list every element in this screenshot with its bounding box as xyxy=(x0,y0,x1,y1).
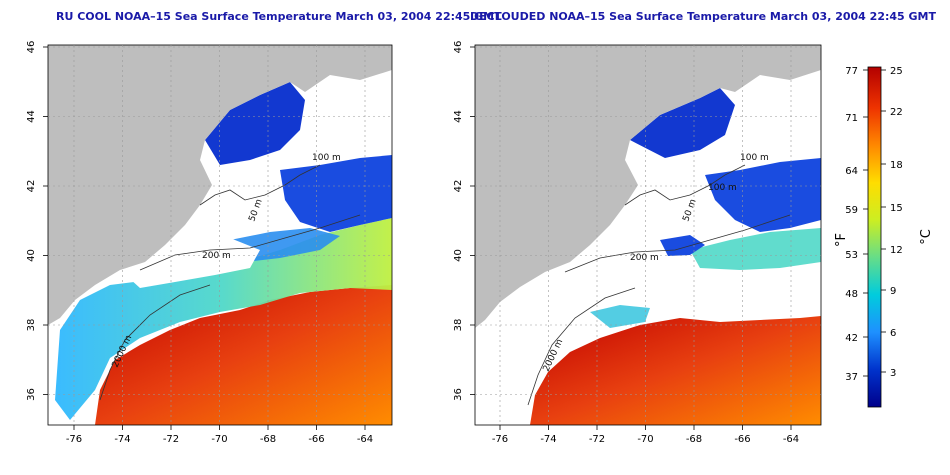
right-contour-200 xyxy=(564,214,791,273)
left-x-tick-label: -76 xyxy=(66,434,82,445)
right-x-tick-label: -68 xyxy=(686,434,702,445)
colorbar-f-tick-label: 71 xyxy=(845,113,858,124)
right-contour-label-100-a: 100 m xyxy=(740,153,769,163)
colorbar-f-tick-label: 48 xyxy=(845,289,858,300)
left-y-tick-label: 44 xyxy=(26,110,37,123)
right-x-ticks: -76 -74 -72 -70 -68 -66 -64 xyxy=(492,425,799,445)
left-cold-water-north xyxy=(205,82,305,165)
left-grid xyxy=(48,45,392,425)
colorbar-f-tick-label: 53 xyxy=(845,250,858,261)
right-x-tick-label: -66 xyxy=(734,434,750,445)
right-x-tick-label: -64 xyxy=(783,434,799,445)
right-contour-label-200: 200 m xyxy=(630,253,659,263)
right-x-tick-label: -74 xyxy=(540,434,556,445)
right-coast-line xyxy=(624,164,746,206)
colorbar-ramp xyxy=(867,66,882,408)
left-warm-water xyxy=(95,285,392,425)
colorbar-f-tick-label: 37 xyxy=(845,372,858,383)
left-x-tick-label: -66 xyxy=(308,434,324,445)
colorbar-f-tick-label: 42 xyxy=(845,333,858,344)
colorbar-f-tick-label: 64 xyxy=(845,166,858,177)
left-map-frame xyxy=(47,44,393,426)
right-y-tick-label: 40 xyxy=(453,249,464,262)
colorbar-c-tick-label: 22 xyxy=(890,107,903,118)
right-cold-water-east xyxy=(705,158,821,232)
right-map-title: DECLOUDED NOAA–15 Sea Surface Temperatur… xyxy=(470,10,936,23)
left-y-tick-label: 38 xyxy=(26,319,37,332)
colorbar-f-tick-label: 77 xyxy=(845,66,858,77)
right-x-tick-label: -70 xyxy=(637,434,653,445)
right-mid-water-shelf xyxy=(590,305,650,328)
left-y-tick-label: 40 xyxy=(26,249,37,262)
right-y-ticks: 46 44 42 40 38 36 xyxy=(453,41,475,401)
colorbar-fahrenheit-label: °F xyxy=(834,233,849,247)
left-x-tick-label: -64 xyxy=(357,434,373,445)
colorbar-c-tick-label: 12 xyxy=(890,245,903,256)
colorbar-f-tick-label: 59 xyxy=(845,205,858,216)
colorbar-c-tick-label: 6 xyxy=(890,328,896,339)
left-contour-label-100: 100 m xyxy=(312,153,341,163)
left-contour-2000 xyxy=(99,284,211,401)
right-grid xyxy=(475,45,821,425)
colorbar-c-tick-label: 15 xyxy=(890,203,903,214)
left-land xyxy=(48,45,392,325)
left-x-ticks: -76 -74 -72 -70 -68 -66 -64 xyxy=(66,425,373,445)
left-map-title: RU COOL NOAA–15 Sea Surface Temperature … xyxy=(56,10,502,23)
right-x-tick-label: -76 xyxy=(492,434,508,445)
right-mid-water-patch xyxy=(690,228,821,270)
right-y-tick-label: 44 xyxy=(453,110,464,123)
left-contour-label-200: 200 m xyxy=(202,251,231,261)
colorbar-c-tick-label: 3 xyxy=(890,368,896,379)
right-map: -76 -74 -72 -70 -68 -66 -64 46 44 42 40 38 36 100 m… xyxy=(453,41,822,445)
right-warm-water xyxy=(530,316,821,425)
right-x-tick-label: -72 xyxy=(589,434,605,445)
left-contour-200 xyxy=(139,214,361,271)
left-map: -76 -74 -72 -70 -68 -66 -64 46 44 42 40 38 36 100 m… xyxy=(26,41,393,445)
left-y-ticks: 46 44 42 40 38 36 xyxy=(26,41,48,401)
left-coast-line xyxy=(199,164,321,206)
left-mid-water xyxy=(55,218,392,420)
right-contour-label-100-b: 100 m xyxy=(708,183,737,193)
colorbar-c-tick-label: 18 xyxy=(890,160,903,171)
colorbar: 77 71 64 59 53 48 42 37 25 22 18 15 12 9 6 3 °F °C xyxy=(834,66,934,408)
right-map-frame xyxy=(474,44,822,426)
colorbar-celsius-ticks: 25 22 18 15 12 9 6 3 xyxy=(881,66,903,379)
right-y-tick-label: 38 xyxy=(453,319,464,332)
left-cold-water-east xyxy=(280,155,392,232)
right-y-tick-label: 46 xyxy=(453,41,464,54)
left-y-tick-label: 46 xyxy=(26,41,37,54)
left-x-tick-label: -74 xyxy=(114,434,130,445)
left-y-tick-label: 42 xyxy=(26,180,37,193)
colorbar-c-tick-label: 25 xyxy=(890,66,903,77)
left-x-tick-label: -70 xyxy=(211,434,227,445)
colorbar-c-tick-label: 9 xyxy=(890,286,896,297)
colorbar-celsius-label: °C xyxy=(919,229,934,245)
right-cold-water-north xyxy=(630,88,735,158)
right-land xyxy=(475,45,821,328)
left-y-tick-label: 36 xyxy=(26,388,37,401)
left-x-tick-label: -68 xyxy=(260,434,276,445)
colorbar-fahrenheit-ticks: 77 71 64 59 53 48 42 37 xyxy=(845,66,868,383)
right-y-tick-label: 36 xyxy=(453,388,464,401)
right-contour-2000 xyxy=(527,287,636,406)
left-x-tick-label: -72 xyxy=(163,434,179,445)
right-y-tick-label: 42 xyxy=(453,180,464,193)
